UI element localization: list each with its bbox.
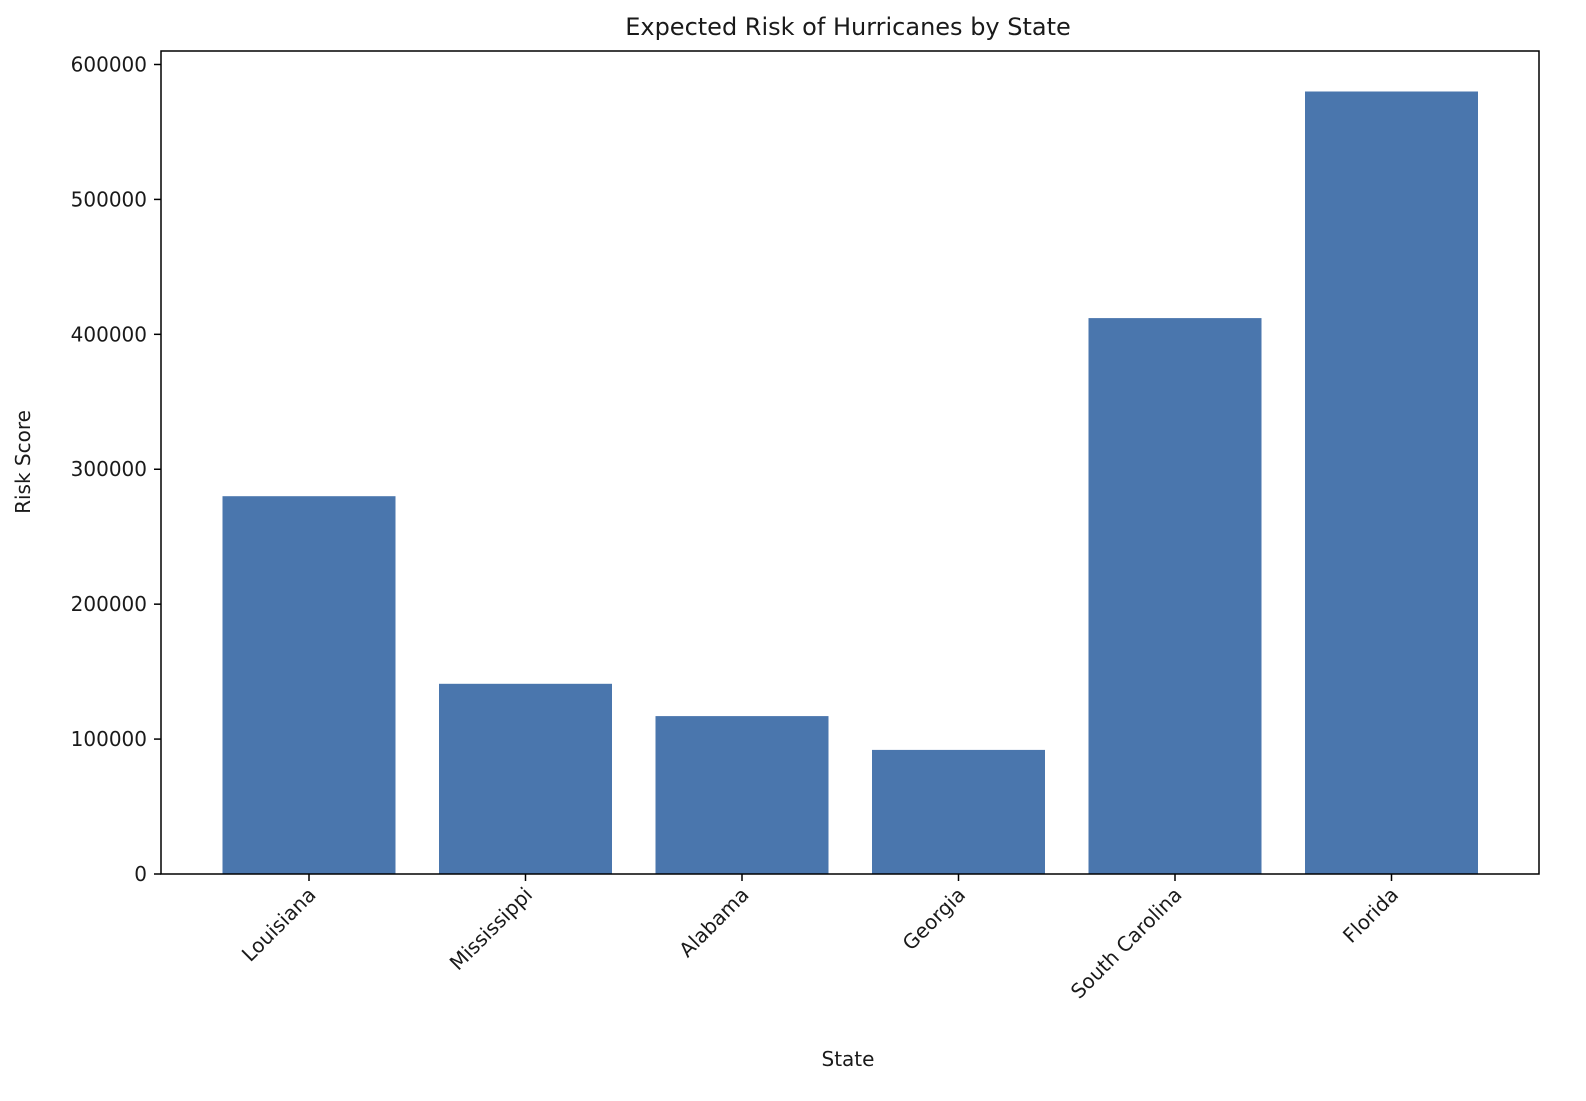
y-tick-label: 200000 xyxy=(71,592,147,616)
bar-louisiana xyxy=(222,496,396,874)
x-tick-label: Louisiana xyxy=(237,883,321,967)
y-tick-label: 600000 xyxy=(71,52,147,76)
y-tick-label: 0 xyxy=(134,862,147,886)
bars-layer xyxy=(222,91,1478,875)
x-tick-label: Alabama xyxy=(674,883,753,962)
x-tick-label: Georgia xyxy=(898,883,970,955)
x-axis-ticks: Louisiana Mississippi Alabama Georgia South … xyxy=(237,874,1403,1003)
bar-south-carolina xyxy=(1088,318,1262,875)
y-axis-ticks: 0 100000 200000 300000 400000 500000 600000 xyxy=(71,52,161,886)
y-tick-label: 400000 xyxy=(71,322,147,346)
y-tick-label: 100000 xyxy=(71,727,147,751)
y-tick-label: 500000 xyxy=(71,187,147,211)
bar-mississippi xyxy=(439,683,612,874)
bar-florida xyxy=(1305,91,1478,874)
x-tick-label: Florida xyxy=(1338,883,1403,948)
bar-alabama xyxy=(655,716,829,874)
x-axis-label: State xyxy=(822,1047,875,1071)
bar-georgia xyxy=(872,749,1045,874)
plot-area-frame xyxy=(160,50,1540,875)
y-axis-label: Risk Score xyxy=(11,410,35,514)
y-tick-label: 300000 xyxy=(71,457,147,481)
chart-title: Expected Risk of Hurricanes by State xyxy=(625,13,1071,41)
x-tick-label: South Carolina xyxy=(1066,883,1187,1004)
x-tick-label: Mississippi xyxy=(445,883,537,975)
